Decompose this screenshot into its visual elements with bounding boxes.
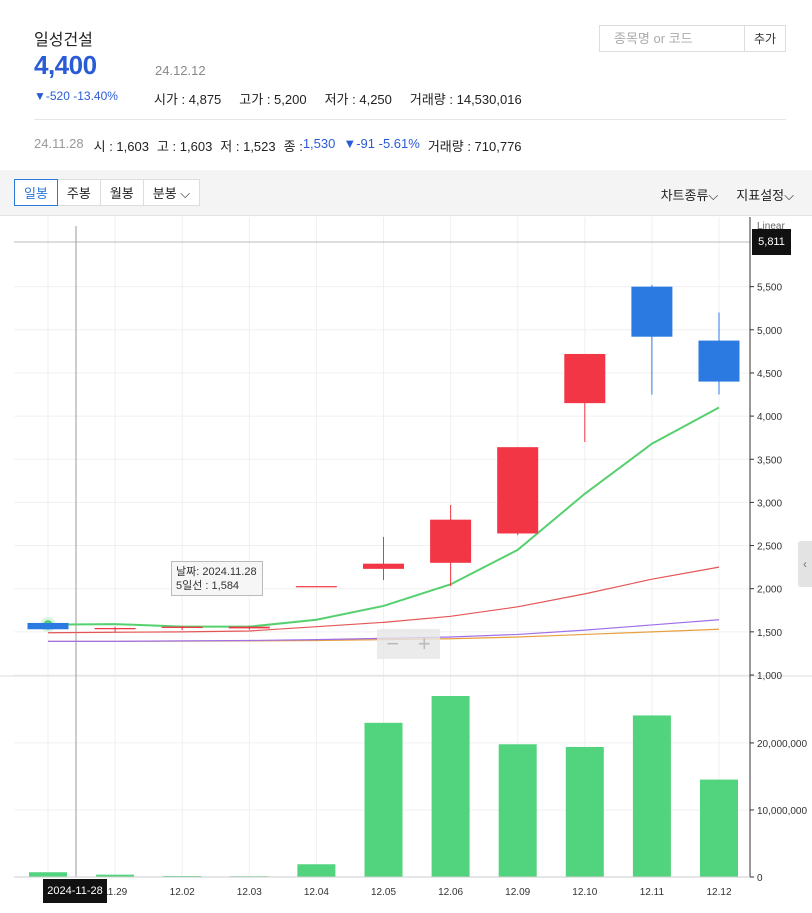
side-panel-toggle[interactable]: ‹ xyxy=(798,541,812,587)
search-input[interactable] xyxy=(600,26,745,51)
zoom-control: − + xyxy=(377,629,440,659)
x-tick-label: 12.06 xyxy=(438,887,463,898)
y-tick-label: 2,500 xyxy=(757,542,782,553)
volume-bar xyxy=(565,746,604,877)
y-tick-label: 1,000 xyxy=(757,671,782,682)
y-tick-label: 5,500 xyxy=(757,283,782,294)
chart-toolbar: 일봉 주봉 월봉 분봉 ⌵ 차트종류⌵ 지표설정⌵ xyxy=(0,170,812,216)
x-tick-label: 11.29 xyxy=(103,887,128,898)
prev-change: ▼-91 -5.61% xyxy=(343,136,420,151)
candle-body xyxy=(497,447,539,534)
x-tick-label: 12.04 xyxy=(304,887,329,898)
trade-volume: 거래량 : 14,530,016 xyxy=(409,92,522,107)
ma20-line xyxy=(47,566,720,634)
stock-chart[interactable]: Linear 1,000 1,500 2,000 2,500 3,000 3,500 4,00… xyxy=(0,217,812,908)
y-tick-label: 3,500 xyxy=(757,455,782,466)
y-tick-label: 4,500 xyxy=(757,369,782,380)
quote-date: 24.12.12 xyxy=(155,63,206,78)
x-tick-label: 12.05 xyxy=(371,887,396,898)
add-button[interactable]: 추가 xyxy=(745,26,785,51)
y-tick-label: 1,500 xyxy=(757,628,782,639)
candle-body xyxy=(564,353,606,404)
volume-bar xyxy=(29,872,67,877)
x-tick-label: 12.12 xyxy=(706,887,731,898)
ma5-line xyxy=(47,406,720,628)
candle-body xyxy=(228,626,270,629)
volume-bar xyxy=(431,696,470,877)
x-tick-label: 12.11 xyxy=(640,887,665,898)
toolbar-right: 차트종류⌵ 지표설정⌵ xyxy=(661,185,794,204)
current-price: 4,400 xyxy=(34,50,97,80)
prev-close-value: 1,530 xyxy=(302,136,336,151)
crosshair-date-label: 2024-11-28 xyxy=(43,879,107,903)
volume-tick-label: 0 xyxy=(757,873,763,884)
period-tabs: 일봉 주봉 월봉 분봉 ⌵ xyxy=(14,179,201,206)
stock-name: 일성건설 xyxy=(34,32,93,49)
prev-high: 고 : 1,603 xyxy=(156,139,213,154)
candle-body xyxy=(94,627,136,630)
x-tick-label: 12.02 xyxy=(170,887,195,898)
candle-body xyxy=(363,563,404,569)
volume-bar xyxy=(297,864,336,877)
chevron-left-icon: ‹ xyxy=(803,557,807,571)
tab-daily[interactable]: 일봉 xyxy=(14,179,58,206)
candle-body xyxy=(698,340,740,382)
volume-bar xyxy=(163,875,202,877)
tab-monthly[interactable]: 월봉 xyxy=(99,179,144,206)
x-tick-label: 12.09 xyxy=(505,887,530,898)
current-price-tag: 5,811 xyxy=(752,229,791,255)
divider xyxy=(34,119,786,120)
y-tick-label: 5,000 xyxy=(757,326,782,337)
crosshair-tooltip: 날짜: 2024.11.28 5일선 : 1,584 xyxy=(171,561,263,596)
y-tick-label: 3,000 xyxy=(757,498,782,509)
indicator-settings-dropdown[interactable]: 지표설정⌵ xyxy=(736,188,794,203)
prev-volume: 거래량 : 710,776 xyxy=(427,139,522,154)
volume-tick-label: 10,000,000 xyxy=(757,806,807,817)
y-tick-label: 2,000 xyxy=(757,585,782,596)
zoom-in-button[interactable]: + xyxy=(417,631,431,656)
y-tick-label: 4,000 xyxy=(757,412,782,423)
candle-body xyxy=(430,519,472,563)
prev-day-row: 24.11.28 시 : 1,603 고 : 1,603 저 : 1,523 종… xyxy=(34,136,530,155)
volume-tick-label: 20,000,000 xyxy=(757,739,807,750)
tab-weekly[interactable]: 주봉 xyxy=(56,179,101,206)
tooltip-ma5: 5일선 : 1,584 xyxy=(176,580,240,592)
candle-body xyxy=(295,586,337,588)
scale-label: Linear xyxy=(757,221,785,232)
chart-type-dropdown[interactable]: 차트종류⌵ xyxy=(660,188,719,203)
open-price: 시가 : 4,875 xyxy=(154,92,222,107)
x-tick-label: 12.03 xyxy=(237,887,262,898)
volume-bar xyxy=(498,744,537,877)
low-price: 저가 : 4,250 xyxy=(324,92,392,107)
volume-bar xyxy=(364,722,403,877)
tab-minute[interactable]: 분봉 ⌵ xyxy=(142,179,201,206)
volume-bar xyxy=(96,874,135,877)
chart-area[interactable]: Linear 1,000 1,500 2,000 2,500 3,000 3,500 4,00… xyxy=(0,217,812,908)
price-change: ▼-520 -13.40% xyxy=(34,89,118,103)
prev-low: 저 : 1,523 xyxy=(220,139,276,154)
prev-open: 시 : 1,603 xyxy=(93,139,149,154)
candle-body xyxy=(27,622,69,630)
tooltip-date: 날짜: 2024.11.28 xyxy=(176,566,257,578)
stock-header: 일성건설 4,400 24.12.12 ▼-520 -13.40% 시가 : 4… xyxy=(0,0,812,170)
volume-bar xyxy=(632,715,671,877)
high-price: 고가 : 5,200 xyxy=(239,92,307,107)
candle-body xyxy=(161,626,203,628)
price-stats: 시가 : 4,875 고가 : 5,200 저가 : 4,250 거래량 : 1… xyxy=(154,89,540,108)
zoom-out-button[interactable]: − xyxy=(386,631,400,656)
volume-bar xyxy=(700,779,738,877)
candle-body xyxy=(631,286,673,337)
search-box: 추가 xyxy=(599,25,786,52)
prev-close-label: 종 : xyxy=(283,139,303,154)
prev-date: 24.11.28 xyxy=(34,136,84,151)
x-tick-label: 12.10 xyxy=(572,887,597,898)
